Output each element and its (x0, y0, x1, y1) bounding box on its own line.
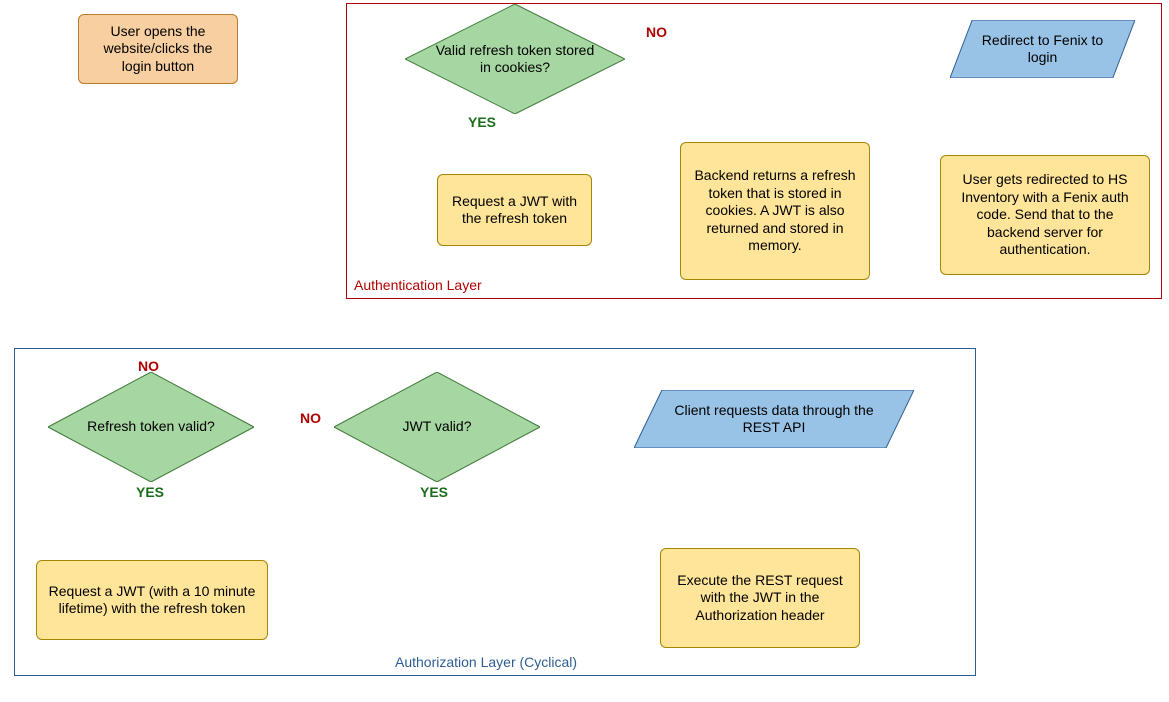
node-valid-cookie-decision: Valid refresh token stored in cookies? (405, 4, 625, 114)
node-valid-cookie-text: Valid refresh token stored in cookies? (431, 42, 599, 77)
node-refresh-valid-decision: Refresh token valid? (48, 372, 254, 482)
node-request-jwt-10min-text: Request a JWT (with a 10 minute lifetime… (45, 583, 259, 618)
authorization-layer-label: Authorization Layer (Cyclical) (395, 654, 577, 670)
node-backend-returns: Backend returns a refresh token that is … (680, 142, 870, 280)
node-request-jwt-refresh-text: Request a JWT with the refresh token (446, 193, 583, 228)
authentication-layer-label: Authentication Layer (354, 277, 482, 293)
node-refresh-valid-text: Refresh token valid? (87, 418, 215, 436)
node-user-redirected: User gets redirected to HS Inventory wit… (940, 155, 1150, 275)
node-client-requests: Client requests data through the REST AP… (634, 390, 914, 448)
node-redirect-fenix-text: Redirect to Fenix to login (970, 32, 1115, 67)
node-execute-rest-text: Execute the REST request with the JWT in… (669, 572, 851, 625)
node-start-text: User opens the website/clicks the login … (87, 23, 229, 76)
node-request-jwt-refresh: Request a JWT with the refresh token (437, 174, 592, 246)
edge-label-jwt-no: NO (300, 410, 321, 426)
node-start: User opens the website/clicks the login … (78, 14, 238, 84)
node-execute-rest: Execute the REST request with the JWT in… (660, 548, 860, 648)
node-redirect-fenix: Redirect to Fenix to login (950, 20, 1135, 78)
node-user-redirected-text: User gets redirected to HS Inventory wit… (949, 171, 1141, 259)
edge-label-refresh-no: NO (138, 358, 159, 374)
node-request-jwt-10min: Request a JWT (with a 10 minute lifetime… (36, 560, 268, 640)
node-client-requests-text: Client requests data through the REST AP… (654, 402, 894, 437)
node-backend-returns-text: Backend returns a refresh token that is … (689, 167, 861, 255)
edge-label-cookie-no: NO (646, 24, 667, 40)
edge-label-cookie-yes: YES (468, 114, 496, 130)
edge-label-jwt-yes: YES (420, 484, 448, 500)
edge-label-refresh-yes: YES (136, 484, 164, 500)
node-jwt-valid-text: JWT valid? (403, 418, 472, 436)
node-jwt-valid-decision: JWT valid? (334, 372, 540, 482)
